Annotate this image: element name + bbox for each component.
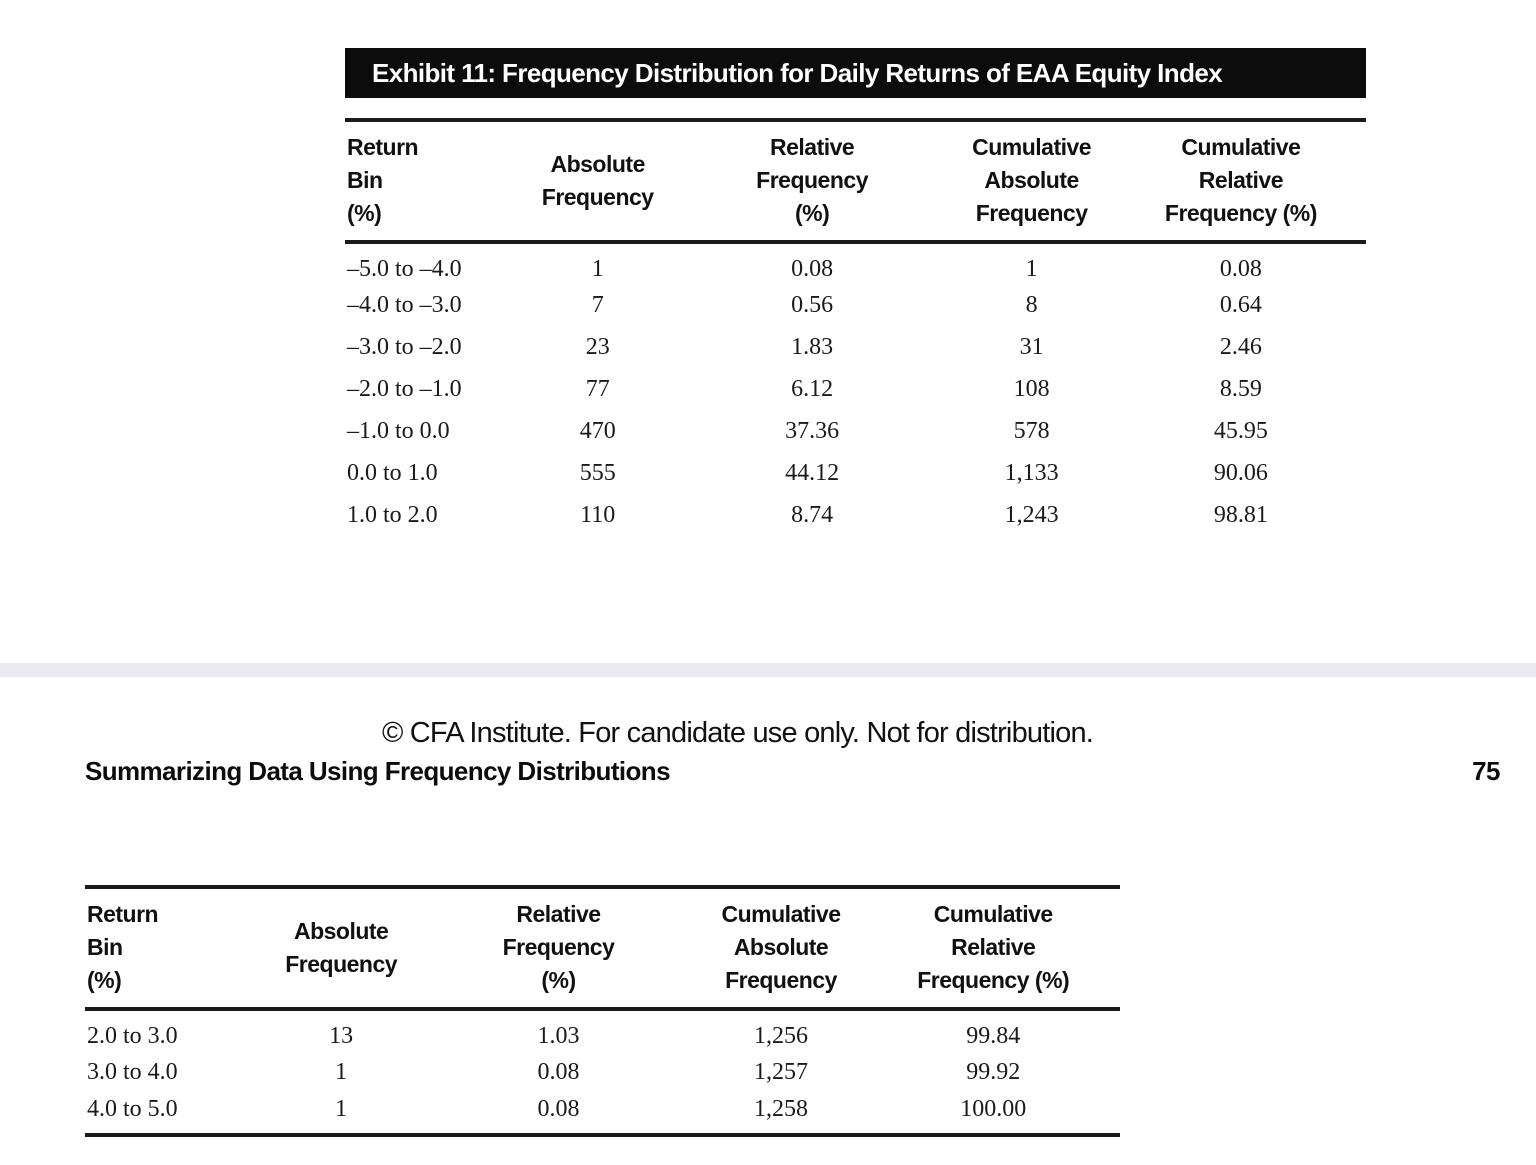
table-cell: 1,256 [754, 1022, 808, 1049]
table-cell: 1,258 [754, 1095, 808, 1122]
table-cell: 6.12 [791, 375, 834, 402]
table-row: 2.0 to 3.0 13 1.03 1,256 99.84 [85, 1009, 1120, 1051]
column-header: Cumulative Relative Frequency (%) [1164, 134, 1317, 226]
table-row: 1.0 to 2.0 110 8.74 1,243 98.81 [345, 494, 1366, 536]
table-cell: 1.83 [791, 333, 834, 360]
table-row: 3.0 to 4.0 1 0.08 1,257 99.92 [85, 1051, 1120, 1093]
table-cell: 2.46 [1219, 333, 1262, 360]
table-cell: 8.74 [791, 501, 834, 528]
table-cell: 1,257 [754, 1058, 808, 1085]
column-header: Return Bin (%) [87, 901, 159, 993]
table-cell: 0.08 [537, 1095, 580, 1122]
exhibit-title-bar: Exhibit 11: Frequency Distribution for D… [345, 48, 1366, 98]
table-cell: –1.0 to 0.0 [347, 417, 450, 444]
table-row: –5.0 to –4.0 1 0.08 1 0.08 [345, 242, 1366, 284]
table-cell: 13 [329, 1022, 354, 1049]
copyright-notice: © CFA Institute. For candidate use only.… [381, 717, 1094, 749]
table-cell: 578 [1013, 417, 1050, 444]
table-cell: 1 [1025, 255, 1038, 282]
table-cell: 2.0 to 3.0 [87, 1022, 178, 1049]
section-title: Summarizing Data Using Frequency Distrib… [85, 756, 671, 786]
table-cell: 99.84 [966, 1022, 1021, 1049]
column-header: Cumulative Relative Frequency (%) [917, 901, 1070, 993]
frequency-table-page1: Return Bin (%) Absolute Frequency Relative… [345, 118, 1366, 536]
table-cell: 0.64 [1219, 291, 1262, 318]
table-cell: 108 [1013, 375, 1050, 402]
table-cell: 110 [580, 501, 616, 528]
table-cell: 77 [585, 375, 610, 402]
table-row: 0.0 to 1.0 555 44.12 1,133 90.06 [345, 452, 1366, 494]
table-cell: 31 [1019, 333, 1044, 360]
table-row: –2.0 to –1.0 77 6.12 108 8.59 [345, 368, 1366, 410]
page-number: 75 [1472, 756, 1500, 786]
table-cell: 1.03 [537, 1022, 580, 1049]
table-cell: –4.0 to –3.0 [347, 291, 462, 318]
table-cell: –5.0 to –4.0 [347, 255, 462, 282]
table-cell: 98.81 [1213, 501, 1268, 528]
table-header-row: Return Bin (%) Absolute Frequency Relative… [85, 887, 1120, 1009]
table-cell: 1 [335, 1095, 348, 1122]
frequency-table-page2: Return Bin (%) Absolute Frequency Relative… [85, 885, 1120, 1137]
table-cell: 4.0 to 5.0 [87, 1095, 178, 1122]
page-break-band [0, 663, 1536, 677]
column-header: Relative Frequency (%) [756, 134, 868, 226]
table-row: –3.0 to –2.0 23 1.83 31 2.46 [345, 326, 1366, 368]
table-cell: 555 [579, 459, 616, 486]
table-cell: 90.06 [1213, 459, 1268, 486]
table-cell: 1.0 to 2.0 [347, 501, 438, 528]
table-cell: 100.00 [960, 1095, 1027, 1122]
table-header-row: Return Bin (%) Absolute Frequency Relative… [345, 120, 1366, 242]
table-cell: 44.12 [785, 459, 840, 486]
column-header: Cumulative Absolute Frequency [721, 901, 841, 993]
column-header: Relative Frequency (%) [502, 901, 615, 993]
table-cell: 3.0 to 4.0 [87, 1058, 178, 1085]
table-cell: –3.0 to –2.0 [347, 333, 462, 360]
table-cell: 45.95 [1213, 417, 1268, 444]
exhibit-title: Exhibit 11: Frequency Distribution for D… [372, 57, 1223, 88]
table-cell: 23 [585, 333, 610, 360]
table-row: –4.0 to –3.0 7 0.56 8 0.64 [345, 284, 1366, 326]
table-cell: 0.08 [791, 255, 834, 282]
table-cell: 8 [1025, 291, 1038, 318]
table-cell: 1 [335, 1058, 348, 1085]
table-cell: 0.08 [537, 1058, 580, 1085]
table-cell: 0.0 to 1.0 [347, 459, 438, 486]
table-cell: 99.92 [966, 1058, 1021, 1085]
column-header: Absolute Frequency [285, 917, 398, 977]
table-cell: 1 [591, 255, 604, 282]
table-cell: 37.36 [785, 417, 840, 444]
table-cell: 0.08 [1219, 255, 1262, 282]
table-cell: 470 [579, 417, 616, 444]
column-header: Absolute Frequency [541, 150, 654, 210]
table-cell: 7 [591, 291, 604, 318]
column-header: Cumulative Absolute Frequency [972, 134, 1092, 226]
table-row: –1.0 to 0.0 470 37.36 578 45.95 [345, 410, 1366, 452]
table-cell: 1,133 [1004, 459, 1059, 486]
table-cell: 1,243 [1004, 501, 1059, 528]
column-header: Return Bin (%) [347, 134, 419, 226]
table-cell: –2.0 to –1.0 [347, 375, 462, 402]
table-cell: 0.56 [791, 291, 834, 318]
table-row: 4.0 to 5.0 1 0.08 1,258 100.00 [85, 1093, 1120, 1135]
table-cell: 8.59 [1219, 375, 1262, 402]
